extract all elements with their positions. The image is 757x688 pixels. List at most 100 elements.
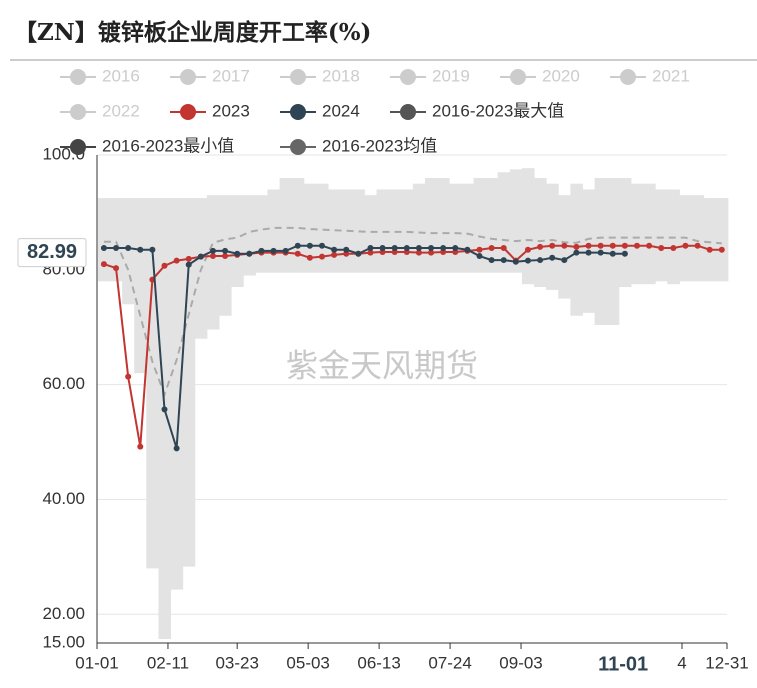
band-segment [243, 195, 256, 276]
band-segment [715, 198, 729, 282]
legend-label[interactable]: 2024 [322, 101, 360, 120]
point [331, 246, 338, 253]
point [500, 245, 507, 252]
band-segment [424, 177, 438, 273]
band-segment [643, 183, 656, 285]
band-segment [97, 198, 111, 282]
point [209, 247, 216, 254]
legend-marker [400, 104, 416, 120]
point [634, 242, 640, 249]
point [343, 246, 350, 253]
y-tick-label: 60.00 [42, 374, 85, 393]
point [294, 250, 301, 257]
point [319, 242, 325, 249]
point [149, 246, 156, 253]
point [524, 257, 531, 264]
point [246, 250, 253, 257]
point [658, 245, 665, 252]
legend-label[interactable]: 2017 [212, 66, 250, 85]
point [173, 445, 180, 452]
point [403, 245, 410, 252]
x-tick-label: 07-24 [428, 653, 471, 672]
point [670, 245, 677, 252]
band-segment [303, 183, 317, 273]
band-segment [703, 198, 717, 282]
legend-marker [510, 69, 526, 85]
legend-label[interactable]: 2016-2023均值 [322, 136, 437, 155]
legend-label[interactable]: 2023 [212, 101, 250, 120]
legend-marker [290, 69, 306, 85]
legend-label[interactable]: 2018 [322, 66, 360, 85]
y-tick-label: 15.00 [42, 632, 85, 651]
point [113, 265, 120, 272]
point [524, 246, 531, 253]
point [549, 242, 556, 249]
legend-label[interactable]: 2016 [102, 66, 140, 85]
point [452, 245, 459, 252]
point [609, 242, 616, 249]
legend-label[interactable]: 2016-2023最小值 [102, 136, 234, 155]
point [234, 250, 241, 257]
band-segment [255, 195, 268, 273]
point [428, 245, 435, 252]
point [549, 254, 556, 261]
x-tick-label: 02-11 [147, 653, 189, 672]
point [694, 242, 701, 249]
point [464, 246, 471, 253]
point [597, 242, 604, 249]
x-tick-label: 06-13 [357, 653, 400, 672]
band-segment [364, 195, 378, 273]
point [270, 247, 277, 254]
point [476, 253, 483, 260]
band-segment [315, 183, 329, 273]
point [573, 249, 580, 256]
point [585, 249, 592, 256]
legend-label[interactable]: 2021 [652, 66, 690, 85]
point [488, 257, 495, 264]
legend-label[interactable]: 2022 [102, 101, 140, 120]
band-segment [691, 195, 705, 282]
band-segment [546, 183, 559, 290]
band-segment [182, 198, 196, 567]
legend-marker [290, 139, 306, 155]
point [355, 250, 362, 257]
band-segment [655, 189, 668, 282]
chart-title: 【ZN】镀锌板企业周度开工率(%) [14, 19, 371, 46]
legend-label[interactable]: 2016-2023最大值 [432, 101, 564, 120]
point [573, 243, 580, 250]
point [100, 261, 107, 268]
point [621, 242, 628, 249]
legend-marker [290, 104, 306, 120]
point [161, 262, 168, 269]
point [440, 245, 447, 252]
band-segment [449, 183, 462, 273]
band-segment [109, 198, 123, 282]
y-tick-label: 20.00 [42, 604, 85, 623]
band-segment [279, 177, 293, 273]
point [222, 247, 229, 254]
point [282, 247, 289, 254]
band-segment [122, 198, 135, 305]
legend-label[interactable]: 2019 [432, 66, 470, 85]
x-tick-label: 05-03 [286, 653, 329, 672]
point [428, 249, 435, 256]
legend-marker [620, 69, 636, 85]
point [113, 245, 120, 252]
point [197, 253, 204, 260]
band-segment [170, 198, 184, 590]
series-line [103, 244, 722, 447]
point [597, 249, 604, 256]
legend-label[interactable]: 2020 [542, 66, 580, 85]
point [161, 406, 168, 413]
point [561, 242, 568, 249]
point [306, 254, 313, 261]
band-segment [158, 198, 172, 639]
legend-marker [70, 104, 86, 120]
point [646, 242, 653, 249]
band-segment [231, 195, 244, 288]
point [621, 250, 628, 257]
band-segment [461, 183, 474, 273]
point [537, 257, 544, 264]
point [185, 261, 192, 268]
band-segment [521, 168, 535, 285]
